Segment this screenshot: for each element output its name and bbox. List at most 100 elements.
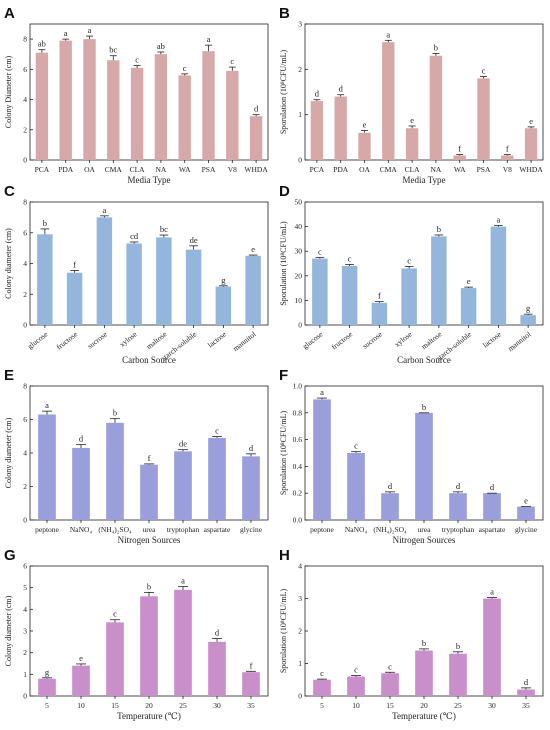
significance-letter: d xyxy=(456,481,461,491)
y-tick-label: 2 xyxy=(298,65,302,74)
bar xyxy=(477,78,490,160)
panel-letter: G xyxy=(4,547,16,564)
plot-frame xyxy=(29,201,269,326)
x-tick-label: glucose xyxy=(26,329,50,351)
bar xyxy=(35,52,49,160)
y-tick-label: 0.6 xyxy=(293,435,303,444)
bar xyxy=(483,598,501,696)
y-axis-label: Colony diameter (cm) xyxy=(4,228,13,299)
y-tick-label: 50 xyxy=(295,198,303,207)
x-tick-label: PSA xyxy=(477,165,491,174)
y-tick-label: 8 xyxy=(23,382,27,391)
x-tick-label: CMA xyxy=(380,165,398,174)
significance-letter: f xyxy=(148,453,151,463)
significance-letter: d xyxy=(524,677,529,687)
x-tick-label: urea xyxy=(418,525,432,534)
y-axis-label: Colony Diameter (cm) xyxy=(4,55,13,128)
x-tick-label: NaNO₄ xyxy=(70,525,93,534)
significance-letter: d xyxy=(254,104,259,114)
significance-letter: e xyxy=(251,244,255,254)
bar xyxy=(178,75,191,160)
bar xyxy=(202,51,215,161)
y-tick-label: 2 xyxy=(23,290,27,299)
significance-letter: bc xyxy=(160,224,168,234)
bar xyxy=(310,101,324,160)
x-tick-label: 20 xyxy=(145,701,153,710)
bar xyxy=(126,243,142,325)
panel-letter: E xyxy=(4,367,14,384)
bar xyxy=(347,453,365,520)
x-tick-label: aspartate xyxy=(479,525,506,534)
y-tick-label: 3 xyxy=(298,594,302,603)
x-tick-label: WHDA xyxy=(244,165,268,174)
significance-letter: d xyxy=(79,434,84,444)
y-tick-label: 0.0 xyxy=(293,516,303,525)
significance-letter: a xyxy=(490,587,494,597)
bar xyxy=(106,422,124,520)
y-axis-label: Sporulation (10⁸CFU/mL) xyxy=(279,221,288,306)
significance-letter: e xyxy=(529,116,533,126)
bar xyxy=(460,288,477,325)
x-tick-label: OA xyxy=(359,165,370,174)
y-tick-label: 2 xyxy=(23,482,27,491)
bar xyxy=(334,96,347,160)
significance-letter: b xyxy=(422,402,426,412)
significance-letter: d xyxy=(339,84,344,94)
bar xyxy=(381,673,399,696)
bar xyxy=(429,55,443,160)
panel-d: D 0 10 20 30 40 50 c glucose c fructose f sucrose c xy… xyxy=(279,183,544,365)
y-axis-label: Sporulation (10⁸CFU/mL) xyxy=(279,588,288,673)
y-tick-label: 0 xyxy=(298,692,302,701)
significance-letter: d xyxy=(490,482,495,492)
bar xyxy=(72,447,90,520)
panel-h: H 0 1 2 3 4 c 5 c 10 c 15 b 20 b 25 a 30 d 35 Temperature (℃… xyxy=(279,547,544,721)
significance-letter: c xyxy=(320,668,324,678)
x-tick-label: 5 xyxy=(45,701,49,710)
bar xyxy=(371,302,388,325)
bar xyxy=(37,234,53,325)
significance-letter: f xyxy=(506,144,509,154)
x-tick-label: 25 xyxy=(179,701,187,710)
x-tick-label: sucrose xyxy=(361,329,385,350)
bar xyxy=(130,67,144,160)
y-tick-label: 3 xyxy=(23,627,27,636)
significance-letter: b xyxy=(147,581,151,591)
bar xyxy=(38,414,56,520)
significance-letter: c xyxy=(230,56,234,66)
y-axis-label: Colony diameter (cm) xyxy=(4,417,13,488)
y-tick-label: 0 xyxy=(23,156,27,165)
y-tick-label: 0 xyxy=(298,156,302,165)
significance-letter: d xyxy=(388,481,393,491)
x-tick-label: PDA xyxy=(333,165,349,174)
significance-letter: a xyxy=(181,576,185,586)
significance-letter: b xyxy=(434,42,438,52)
bar xyxy=(431,236,447,325)
y-tick-label: 2 xyxy=(23,125,27,134)
x-tick-label: 25 xyxy=(454,701,462,710)
bar xyxy=(249,116,263,160)
significance-letter: a xyxy=(64,28,68,38)
y-tick-label: 0 xyxy=(23,692,27,701)
x-tick-label: lactose xyxy=(206,329,228,349)
y-tick-label: 2 xyxy=(298,627,302,636)
bar xyxy=(358,132,371,160)
y-tick-label: 30 xyxy=(295,247,303,256)
x-tick-label: 15 xyxy=(111,701,119,710)
bar xyxy=(312,258,328,325)
bar xyxy=(341,265,358,325)
significance-letter: a xyxy=(320,387,324,397)
bar xyxy=(72,665,90,696)
significance-letter: c xyxy=(215,426,219,436)
significance-letter: e xyxy=(79,653,83,663)
y-tick-label: 4 xyxy=(23,449,27,458)
bar xyxy=(520,315,536,325)
y-tick-label: 4 xyxy=(23,95,27,104)
x-axis-label: Carbon Source xyxy=(122,355,176,365)
x-tick-label: 10 xyxy=(77,701,85,710)
x-tick-label: tryptophan xyxy=(442,525,475,534)
significance-letter: a xyxy=(496,214,500,224)
y-tick-label: 1.0 xyxy=(293,382,303,391)
bar xyxy=(382,42,395,161)
bar xyxy=(242,456,260,520)
